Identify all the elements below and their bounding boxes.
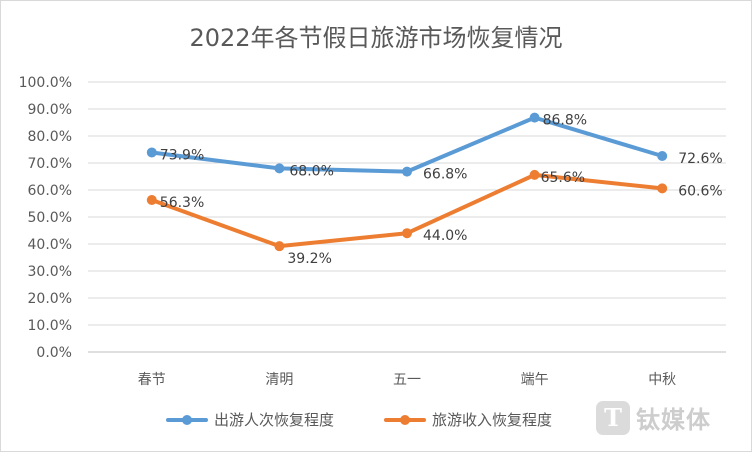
legend-label: 旅游收入恢复程度 [432,411,552,429]
chart-title: 2022年各节假日旅游市场恢复情况 [189,24,563,52]
data-point [274,163,285,174]
y-tick-label: 20.0% [28,291,72,307]
watermark-logo-icon: T [596,400,630,435]
x-tick-label: 端午 [521,372,549,388]
data-point [402,228,412,239]
x-tick-label: 春节 [138,372,166,388]
data-point [657,183,668,194]
x-tick-label: 中秋 [648,372,676,388]
watermark: T 钛媒体 [596,400,711,435]
y-tick-label: 80.0% [28,129,72,145]
data-label: 73.9% [160,147,204,163]
x-tick-label: 五一 [393,372,421,388]
y-tick-label: 40.0% [28,237,72,253]
y-tick-label: 60.0% [28,183,72,199]
data-point [402,166,412,177]
data-label: 72.6% [678,151,722,167]
gridlines [88,81,726,353]
y-tick-label: 0.0% [36,345,72,361]
x-axis-ticks: 春节 清明 五一 端午 中秋 [138,372,676,388]
legend-swatch-marker [400,415,410,425]
watermark-text: 钛媒体 [636,406,711,434]
y-tick-label: 70.0% [28,156,72,172]
data-label: 44.0% [423,228,467,244]
y-tick-label: 90.0% [28,102,72,118]
data-point [529,169,540,180]
data-point [529,112,540,123]
data-point [146,194,157,205]
y-tick-label: 50.0% [28,210,72,226]
y-tick-label: 30.0% [28,264,72,280]
data-point [274,241,285,252]
data-label: 86.8% [543,113,587,129]
data-label: 66.8% [423,167,467,183]
data-point [657,150,668,161]
data-label: 60.6% [678,183,722,199]
series-group: 73.9% 68.0% 66.8% 86.8% 72.6% 56.3% 39.2% 44.0%… [146,112,723,267]
y-tick-label: 10.0% [28,318,72,334]
data-label: 39.2% [287,251,331,267]
legend-label: 出游人次恢复程度 [214,411,334,429]
data-point [146,147,157,158]
legend: 出游人次恢复程度 旅游收入恢复程度 [166,411,552,429]
data-label: 65.6% [541,170,585,186]
data-label: 56.3% [160,195,204,211]
legend-swatch-marker [182,415,192,425]
data-label: 68.0% [289,163,333,179]
y-axis-ticks: 0.0% 10.0% 20.0% 30.0% 40.0% 50.0% 60.0% 70.0% 8… [19,75,72,361]
y-tick-label: 100.0% [19,75,72,91]
x-tick-label: 清明 [265,372,293,388]
